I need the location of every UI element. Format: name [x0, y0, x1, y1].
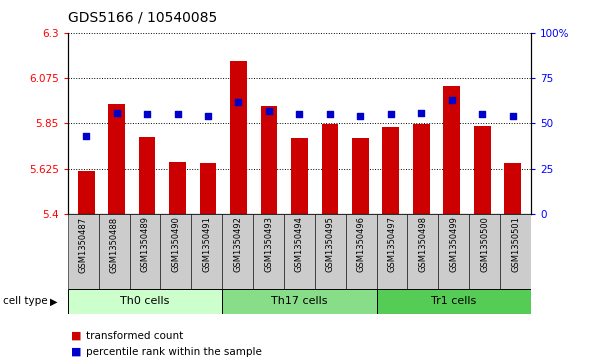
Bar [139, 136, 155, 214]
Point [81, 133, 91, 139]
Text: percentile rank within the sample: percentile rank within the sample [86, 347, 261, 357]
Text: GSM1350487: GSM1350487 [79, 216, 88, 273]
Bar [230, 61, 247, 214]
Point [508, 113, 517, 119]
Text: GSM1350493: GSM1350493 [264, 216, 273, 272]
Point [417, 110, 426, 115]
Text: transformed count: transformed count [86, 331, 183, 341]
Bar [322, 125, 338, 214]
Point [142, 111, 152, 117]
Bar [222, 289, 376, 314]
Text: GSM1350489: GSM1350489 [140, 216, 149, 272]
Bar [199, 163, 217, 214]
Text: Th0 cells: Th0 cells [120, 296, 170, 306]
Bar [408, 214, 438, 289]
Bar [346, 214, 376, 289]
Text: GSM1350494: GSM1350494 [295, 216, 304, 272]
Bar [444, 86, 460, 214]
Point [325, 111, 335, 117]
Text: Tr1 cells: Tr1 cells [431, 296, 477, 306]
Bar [108, 104, 125, 214]
Point [234, 99, 243, 105]
Bar [99, 214, 130, 289]
Text: GSM1350499: GSM1350499 [450, 216, 458, 272]
Bar [130, 214, 160, 289]
Text: cell type: cell type [3, 296, 48, 306]
Bar [474, 126, 491, 214]
Point [386, 111, 395, 117]
Bar [160, 214, 191, 289]
Bar [291, 138, 308, 214]
Point [264, 108, 274, 114]
Bar [438, 214, 469, 289]
Bar [284, 214, 315, 289]
Text: GSM1350500: GSM1350500 [480, 216, 489, 272]
Text: GSM1350496: GSM1350496 [357, 216, 366, 272]
Bar [78, 171, 94, 214]
Text: GSM1350497: GSM1350497 [388, 216, 396, 272]
Point [294, 111, 304, 117]
Bar [253, 214, 284, 289]
Text: GSM1350488: GSM1350488 [110, 216, 119, 273]
Point [204, 113, 213, 119]
Bar [376, 214, 408, 289]
Bar [222, 214, 253, 289]
Bar [315, 214, 346, 289]
Text: GSM1350501: GSM1350501 [511, 216, 520, 272]
Bar [469, 214, 500, 289]
Text: ■: ■ [71, 347, 81, 357]
Text: ■: ■ [71, 331, 81, 341]
Bar [169, 162, 186, 214]
Bar [504, 163, 521, 214]
Text: GSM1350498: GSM1350498 [418, 216, 427, 272]
Point [112, 110, 122, 115]
Text: GSM1350492: GSM1350492 [233, 216, 242, 272]
Bar [68, 214, 99, 289]
Bar [261, 106, 277, 214]
Bar [68, 289, 222, 314]
Bar [352, 138, 369, 214]
Text: GDS5166 / 10540085: GDS5166 / 10540085 [68, 11, 217, 25]
Text: GSM1350495: GSM1350495 [326, 216, 335, 272]
Bar [376, 289, 531, 314]
Point [447, 97, 457, 103]
Point [173, 111, 182, 117]
Point [356, 113, 365, 119]
Text: GSM1350491: GSM1350491 [202, 216, 211, 272]
Text: GSM1350490: GSM1350490 [172, 216, 181, 272]
Point [477, 111, 487, 117]
Bar [382, 127, 399, 214]
Bar [413, 125, 430, 214]
Bar [191, 214, 222, 289]
Text: Th17 cells: Th17 cells [271, 296, 327, 306]
Bar [500, 214, 531, 289]
Text: ▶: ▶ [50, 296, 58, 306]
